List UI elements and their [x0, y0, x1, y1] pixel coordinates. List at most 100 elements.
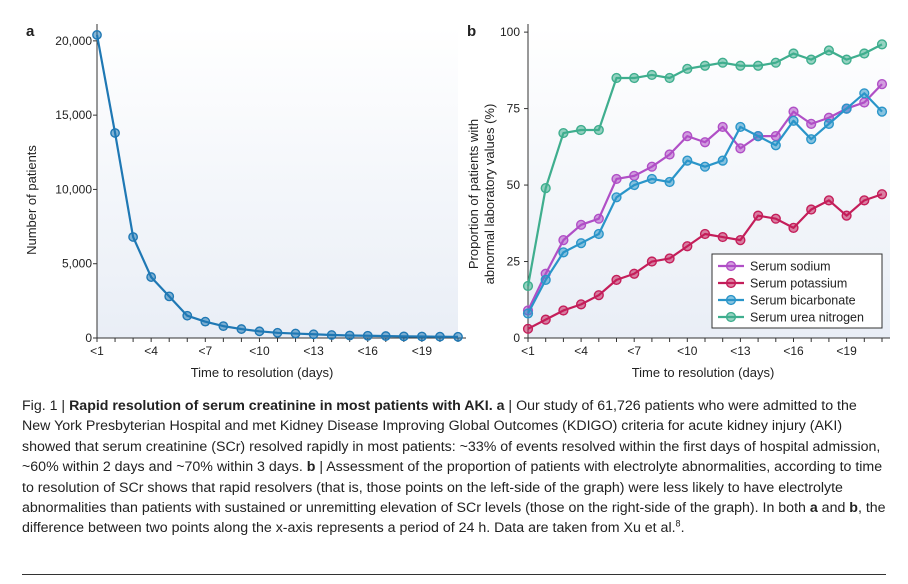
data-point: [611, 192, 622, 203]
data-point: [770, 213, 781, 224]
y-tick-label: 75: [507, 102, 521, 116]
series-serum-urea-nitrogen: [522, 39, 888, 292]
data-point: [664, 72, 675, 84]
data-point: [682, 155, 693, 166]
x-tick-label: <4: [574, 344, 588, 358]
x-tick-label: <19: [836, 344, 857, 358]
series-serum-potassium: [522, 189, 888, 334]
data-point: [593, 228, 604, 240]
data-point: [575, 238, 587, 249]
caption-both-a: a: [809, 500, 818, 517]
legend-swatch-marker: [725, 260, 737, 272]
data-point: [435, 331, 445, 342]
legend-label: Serum urea nitrogen: [750, 311, 864, 325]
caption-final-period: .: [680, 520, 685, 537]
data-point: [859, 48, 870, 59]
y-tick-label: 20,000: [55, 34, 92, 48]
y-tick-label: 100: [500, 25, 520, 39]
caption-ending: , the difference between two points alon…: [22, 500, 886, 537]
data-point: [308, 329, 319, 340]
data-point: [575, 124, 587, 136]
y-tick-label: 0: [85, 331, 92, 345]
data-point: [699, 60, 711, 71]
data-point: [522, 280, 534, 292]
y-tick-label: 0: [513, 331, 520, 345]
x-tick-label: <10: [249, 344, 270, 358]
data-point: [806, 204, 817, 215]
panel-a-plot-background: [97, 26, 458, 338]
data-point: [254, 326, 265, 337]
data-point: [682, 63, 693, 74]
data-point: [823, 195, 835, 206]
x-tick-label: <7: [627, 344, 641, 358]
data-point: [664, 176, 675, 188]
caption-part-b-text: Assessment of the proportion of patients…: [22, 459, 883, 517]
data-point: [841, 54, 852, 65]
data-point: [806, 118, 817, 129]
data-point: [646, 161, 658, 172]
legend-label: Serum bicarbonate: [750, 294, 856, 308]
data-point: [558, 247, 569, 258]
data-point: [540, 314, 551, 325]
data-point: [629, 268, 640, 279]
data-point: [326, 330, 337, 340]
data-point: [664, 149, 675, 160]
data-point: [362, 330, 373, 341]
panel-b-series: [522, 39, 888, 334]
data-point: [629, 170, 640, 181]
panel-b-axes: 0 25 50 75 100 <1 <4 <7 <10 <13 <16 <19: [500, 24, 890, 358]
data-point: [717, 121, 728, 133]
legend-label: Serum potassium: [750, 277, 847, 291]
data-point: [735, 121, 746, 133]
data-point: [522, 323, 534, 334]
data-point: [664, 253, 675, 264]
x-tick-label: <4: [144, 344, 158, 358]
data-point: [841, 103, 852, 114]
data-point: [558, 305, 569, 316]
data-point: [823, 118, 835, 129]
data-point: [646, 256, 658, 267]
data-point: [876, 79, 888, 90]
data-point: [876, 189, 888, 200]
data-point: [717, 231, 728, 243]
series-serum-bicarbonate: [522, 88, 888, 319]
data-point: [823, 45, 835, 56]
caption-part-b-separator: |: [315, 459, 327, 476]
data-point: [770, 140, 781, 151]
data-point: [752, 60, 764, 71]
panel-a-chart: 0 5,000 10,000 15,000 20,000 <1 <4 <7 <10 <13 <16 <…: [24, 24, 466, 380]
caption-both-b: b: [849, 500, 858, 517]
data-point: [876, 106, 888, 117]
legend-label: Serum sodium: [750, 260, 831, 274]
panel-b-letter: b: [467, 23, 476, 40]
data-point: [575, 219, 587, 230]
data-point: [146, 272, 157, 282]
data-point: [699, 228, 711, 240]
data-point: [699, 161, 711, 172]
data-point: [453, 331, 463, 342]
legend-swatch-marker: [725, 311, 737, 323]
x-tick-label: <7: [198, 344, 212, 358]
legend-swatch-marker: [725, 294, 737, 306]
data-point: [735, 60, 746, 71]
data-point: [788, 48, 799, 59]
data-point: [859, 195, 870, 206]
caption-and-word: and: [817, 500, 850, 517]
panel-a-letter: a: [26, 23, 35, 40]
data-point: [770, 57, 781, 68]
data-point: [558, 127, 569, 139]
x-tick-label: <16: [783, 344, 804, 358]
x-tick-label: <19: [412, 344, 433, 358]
data-point: [416, 331, 427, 342]
data-point: [236, 324, 247, 334]
data-point: [806, 54, 817, 65]
legend-item: Serum sodium: [718, 260, 831, 274]
y-tick-label: 15,000: [55, 108, 92, 122]
panel-a-x-axis-title: Time to resolution (days): [191, 365, 334, 380]
y-tick-label: 5,000: [62, 257, 92, 271]
data-point: [629, 72, 640, 84]
caption-bottom-rule: [22, 574, 886, 575]
x-tick-label: <1: [90, 344, 104, 358]
panel-a-y-axis-title: Number of patients: [24, 145, 39, 255]
data-point: [788, 115, 799, 126]
